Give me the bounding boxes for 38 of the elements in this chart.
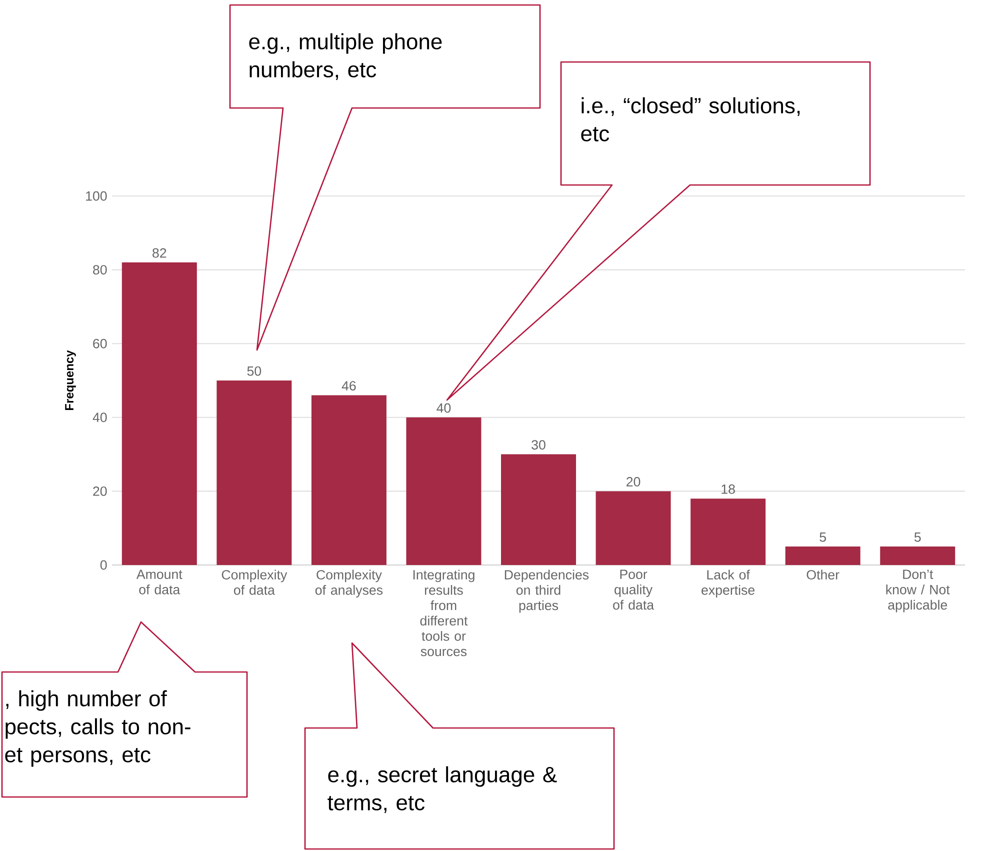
text: i.e., “closed” solutions, etc xyxy=(581,97,800,142)
x-tick-label: Lack of expertise xyxy=(702,570,755,598)
data-label: 20 xyxy=(626,477,640,486)
y-tick-label: 60 xyxy=(93,338,107,348)
x-tick-label: Dependencies on third parties xyxy=(504,570,589,613)
text: e.g., multiple phone numbers, etc xyxy=(249,33,442,80)
text: , high number of pects, calls to non- et persons, etc xyxy=(5,690,190,767)
bar xyxy=(596,491,671,565)
y-tick-label: 20 xyxy=(93,486,107,496)
data-label: 40 xyxy=(436,403,451,413)
x-tick-label: Complexity of analyses xyxy=(315,570,383,598)
data-label: 46 xyxy=(342,381,356,391)
x-tick-label: Don’t know / Not applicable xyxy=(886,570,950,612)
x-tick-label: Amount of data xyxy=(136,570,182,594)
text: e.g., secret language & terms, etc xyxy=(328,766,557,814)
x-tick-label: Other xyxy=(806,570,840,580)
bar xyxy=(216,380,292,565)
data-label: 82 xyxy=(152,248,166,258)
data-label: 18 xyxy=(722,484,735,494)
x-tick-label: Complexity of data xyxy=(222,570,288,595)
y-tick-label: 0 xyxy=(100,560,107,570)
data-label: 30 xyxy=(532,440,546,450)
bar xyxy=(880,546,956,565)
bar xyxy=(406,417,482,565)
bar xyxy=(785,546,860,565)
y-tick-label: 100 xyxy=(86,191,107,201)
data-label: 5 xyxy=(914,532,921,542)
bar xyxy=(122,262,197,565)
data-label: 5 xyxy=(820,532,826,542)
data-label: 50 xyxy=(247,366,262,376)
y-axis-title: Frequency xyxy=(65,350,76,410)
bar xyxy=(690,498,766,565)
x-tick-label: Poor quality of data xyxy=(613,570,654,610)
y-tick-label: 40 xyxy=(92,412,107,422)
bar xyxy=(501,454,576,565)
y-tick-label: 80 xyxy=(93,265,107,275)
x-tick-label: Integrating results from different tools or sources xyxy=(413,570,474,656)
bar xyxy=(311,395,386,565)
